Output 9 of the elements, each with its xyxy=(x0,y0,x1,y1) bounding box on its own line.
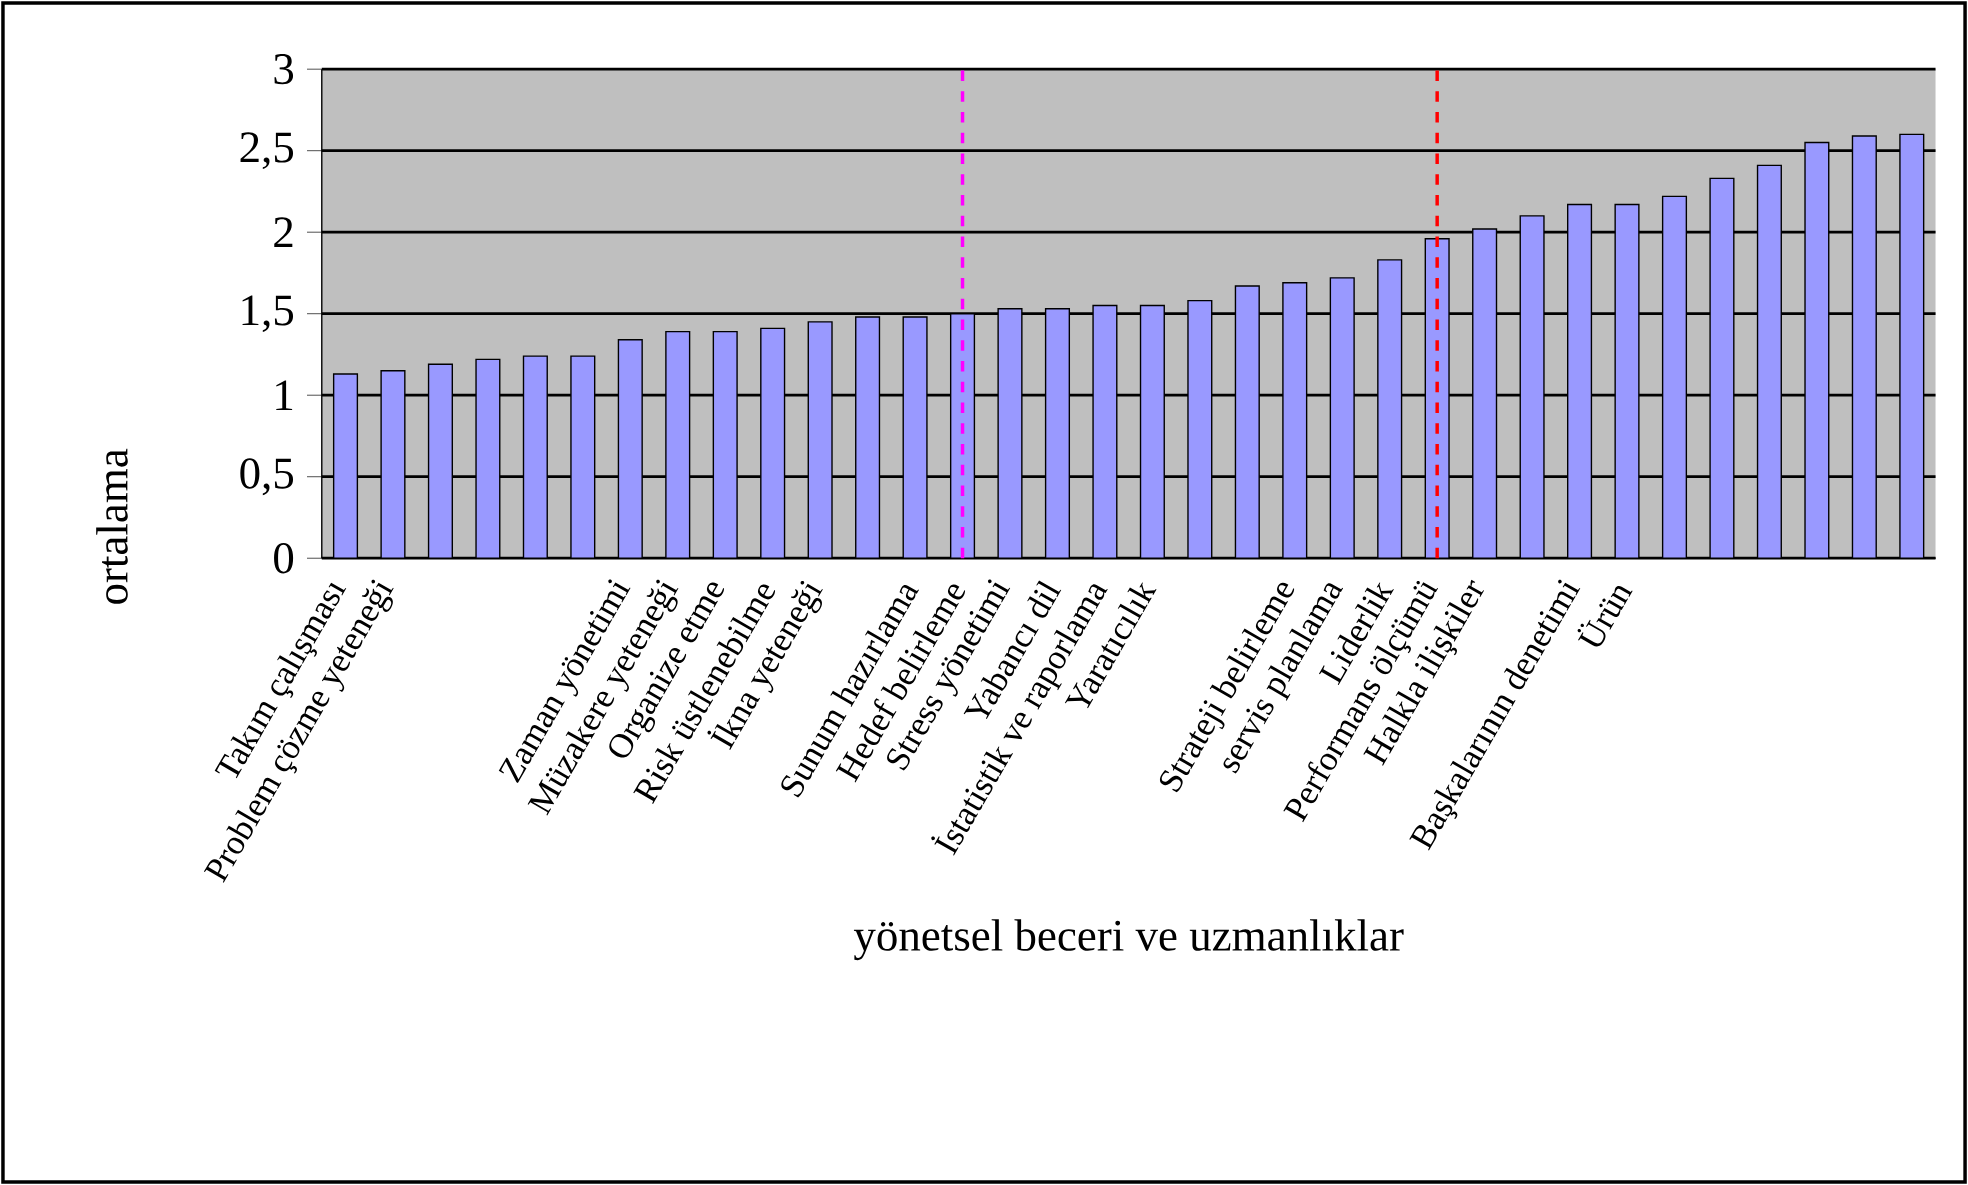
y-tick-label: 0 xyxy=(274,543,294,574)
y-tick-label: 2 xyxy=(274,217,293,248)
y-tick-label: 3 xyxy=(274,54,294,85)
y-tick-label: 1 xyxy=(276,380,293,411)
y-axis-title: ortalama xyxy=(96,448,128,604)
y-tick-label: 0,5 xyxy=(240,458,294,496)
y-tick-label: 1,5 xyxy=(242,295,294,333)
x-axis-title: yönetsel beceri ve uzmanlıklar xyxy=(853,919,1404,961)
y-tick-label: 2,5 xyxy=(240,132,294,170)
